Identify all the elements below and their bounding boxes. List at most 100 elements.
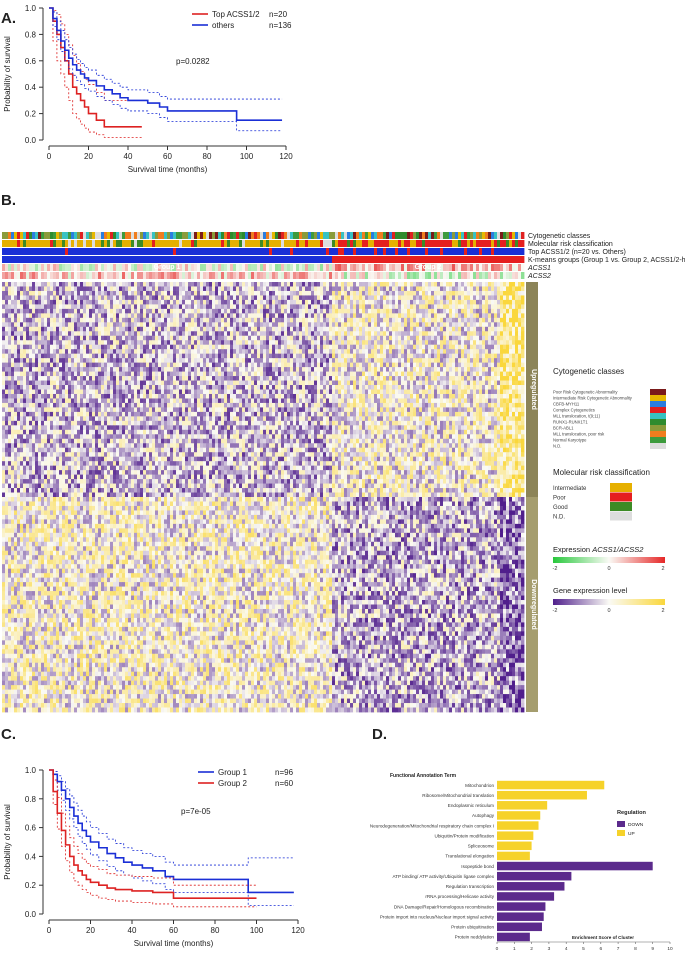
heatmap-cell (467, 344, 471, 350)
top-acss-cell (254, 248, 258, 255)
acss2-cell (278, 272, 282, 279)
heatmap-cell (167, 290, 171, 296)
heatmap-cell (200, 322, 204, 328)
heatmap-cell (455, 322, 459, 328)
heatmap-cell (77, 367, 81, 372)
heatmap-cell (122, 344, 126, 350)
heatmap-cell (392, 349, 396, 355)
heatmap-cell (383, 308, 387, 314)
heatmap-cell (311, 317, 315, 323)
heatmap-cell (386, 344, 390, 350)
heatmap-cell (260, 295, 264, 301)
cytogenetic-cell (239, 232, 243, 239)
heatmap-cell (86, 290, 90, 296)
heatmap-cell (68, 376, 72, 381)
heatmap-cell (233, 331, 237, 337)
kmeans-cell (392, 256, 396, 263)
heatmap-cell (125, 371, 129, 377)
heatmap-cell (257, 313, 261, 319)
acss1-cell (434, 264, 438, 271)
heatmap-cell (284, 282, 288, 287)
cytogenetic-cell (233, 232, 237, 239)
heatmap-cell (515, 367, 519, 372)
heatmap-cell (206, 317, 210, 323)
heatmap-cell (353, 326, 357, 332)
heatmap-cell (212, 349, 216, 355)
heatmap-cell (461, 299, 465, 305)
heatmap-cell (44, 308, 48, 314)
heatmap-cell (344, 290, 348, 296)
cytogenetic-cell (296, 232, 300, 239)
top-acss-cell (401, 248, 405, 255)
heatmap-cell (329, 358, 333, 364)
heatmap-cell (344, 313, 348, 319)
heatmap-cell (272, 376, 276, 381)
heatmap-cell (185, 349, 189, 355)
molecular-cell (512, 240, 516, 247)
heatmap-cell (479, 353, 483, 359)
heatmap-cell (413, 308, 417, 314)
top-acss-cell (410, 248, 414, 255)
heatmap-cell (278, 367, 282, 372)
p-value: p=0.0282 (176, 57, 210, 66)
heatmap-cell (29, 299, 33, 305)
heatmap-cell (500, 353, 504, 359)
heatmap-cell (482, 344, 486, 350)
heatmap-cell (446, 335, 450, 341)
heatmap-cell (434, 349, 438, 355)
acss2-cell (398, 272, 402, 279)
heatmap-cell (206, 362, 210, 368)
heatmap-cell (158, 380, 162, 386)
heatmap-cell (383, 362, 387, 368)
heatmap-cell (485, 282, 489, 287)
heatmap-cell (74, 349, 78, 355)
heatmap-cell (101, 290, 105, 296)
heatmap-cell (53, 335, 57, 341)
heatmap-cell (266, 295, 270, 301)
heatmap-cell (521, 340, 525, 346)
heatmap-cell (221, 282, 225, 287)
heatmap-cell (188, 326, 192, 332)
heatmap-cell (344, 331, 348, 337)
heatmap-cell (194, 299, 198, 305)
heatmap-cell (41, 371, 45, 377)
acss2-cell (509, 272, 513, 279)
heatmap-cell (350, 376, 354, 381)
heatmap-cell (230, 358, 234, 364)
acss1-cell (356, 264, 360, 271)
heatmap-cell (416, 308, 420, 314)
heatmap-cell (227, 322, 231, 328)
heatmap-cell (122, 380, 126, 386)
heatmap-cell (38, 290, 42, 296)
cytogenetic-cell (410, 232, 414, 239)
heatmap-cell (101, 313, 105, 319)
heatmap-cell (41, 299, 45, 305)
molecular-cell (461, 240, 465, 247)
top-acss-cell (278, 248, 282, 255)
heatmap-cell (323, 326, 327, 332)
heatmap-cell (368, 290, 372, 296)
heatmap-cell (149, 353, 153, 359)
heatmap-cell (14, 367, 18, 372)
heatmap-cell (503, 299, 507, 305)
heatmap-cell (32, 313, 36, 319)
acss1-cell (497, 264, 501, 271)
heatmap-cell (476, 290, 480, 296)
molecular-cell (185, 240, 189, 247)
heatmap-cell (137, 362, 141, 368)
heatmap-cell (317, 335, 321, 341)
heatmap-cell (338, 304, 342, 310)
kmeans-cell (500, 256, 504, 263)
heatmap-cell (362, 331, 366, 337)
heatmap-cell (116, 299, 120, 305)
heatmap-cell (506, 340, 510, 346)
heatmap-cell (440, 335, 444, 341)
heatmap-cell (62, 326, 66, 332)
cytogenetic-cell (476, 232, 480, 239)
heatmap-cell (488, 282, 492, 287)
heatmap-cell (500, 362, 504, 368)
heatmap-cell (518, 308, 522, 314)
heatmap-cell (428, 317, 432, 323)
heatmap-cell (122, 349, 126, 355)
heatmap-cell (26, 344, 30, 350)
